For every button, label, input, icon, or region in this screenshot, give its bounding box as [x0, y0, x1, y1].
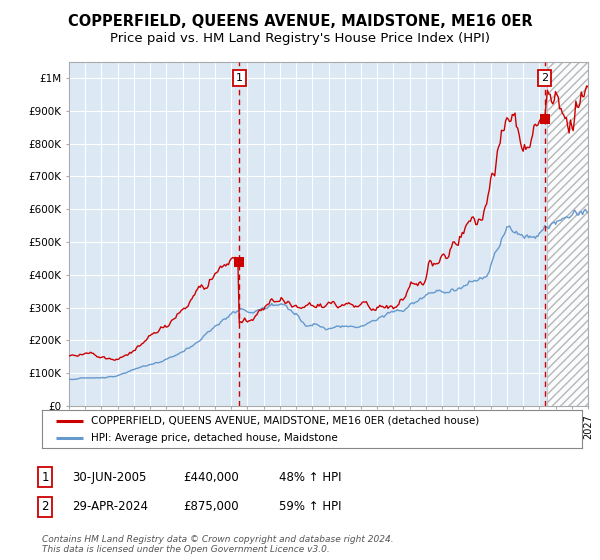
Text: £440,000: £440,000 [183, 470, 239, 484]
Text: 1: 1 [236, 73, 243, 83]
Text: 1: 1 [41, 470, 49, 484]
Text: 2: 2 [541, 73, 548, 83]
Text: 29-APR-2024: 29-APR-2024 [72, 500, 148, 514]
Text: COPPERFIELD, QUEENS AVENUE, MAIDSTONE, ME16 0ER (detached house): COPPERFIELD, QUEENS AVENUE, MAIDSTONE, M… [91, 416, 479, 426]
Text: COPPERFIELD, QUEENS AVENUE, MAIDSTONE, ME16 0ER: COPPERFIELD, QUEENS AVENUE, MAIDSTONE, M… [68, 14, 532, 29]
Text: Contains HM Land Registry data © Crown copyright and database right 2024.
This d: Contains HM Land Registry data © Crown c… [42, 535, 394, 554]
Text: 59% ↑ HPI: 59% ↑ HPI [279, 500, 341, 514]
Text: 48% ↑ HPI: 48% ↑ HPI [279, 470, 341, 484]
Text: £875,000: £875,000 [183, 500, 239, 514]
Text: Price paid vs. HM Land Registry's House Price Index (HPI): Price paid vs. HM Land Registry's House … [110, 32, 490, 45]
Text: 2: 2 [41, 500, 49, 514]
Text: 30-JUN-2005: 30-JUN-2005 [72, 470, 146, 484]
Bar [547, 45, 588, 406]
Text: HPI: Average price, detached house, Maidstone: HPI: Average price, detached house, Maid… [91, 433, 337, 444]
